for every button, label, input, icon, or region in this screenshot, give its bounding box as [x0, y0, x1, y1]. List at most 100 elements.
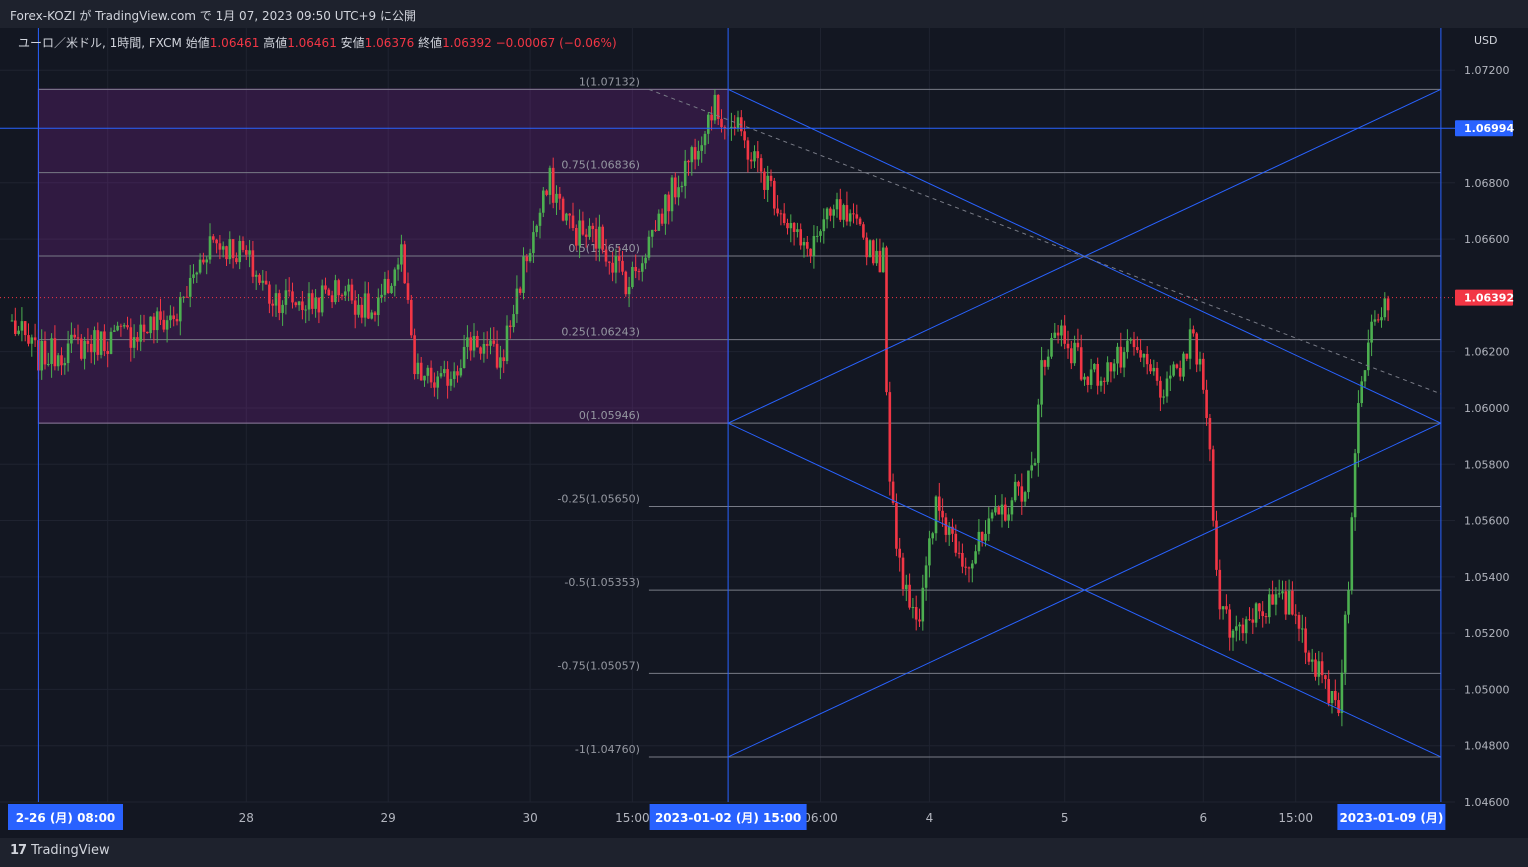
candle [472, 323, 476, 358]
candle-body [182, 296, 185, 298]
candle [1241, 617, 1245, 641]
fib-retracement[interactable]: 1(1.07132)0.75(1.06836)0.5(1.06540)0.25(… [37, 75, 1441, 758]
x-tick-label: 4 [926, 811, 934, 825]
y-tick-label: 1.05400 [1464, 571, 1510, 584]
candle [466, 325, 469, 360]
candle [485, 331, 489, 359]
candle [532, 220, 535, 263]
candle-body [1079, 347, 1083, 380]
candle-body [888, 392, 892, 482]
candle-body [568, 213, 571, 216]
symbol-label[interactable]: ユーロ／米ドル, 1時間, FXCM [18, 36, 182, 50]
candle [462, 334, 466, 369]
candle-body [159, 311, 162, 320]
candle-body [994, 507, 997, 513]
candle [179, 292, 182, 336]
publish-header: Forex-KOZI が TradingView.com で 1月 07, 20… [0, 0, 1528, 28]
y-tick-label: 1.06000 [1464, 402, 1510, 415]
candle-body [1314, 659, 1317, 677]
candle [1324, 674, 1327, 689]
candle-body [294, 302, 298, 306]
candle [502, 349, 505, 374]
candle [1129, 337, 1132, 344]
candle [40, 329, 43, 380]
candle-body [50, 338, 53, 364]
candle [971, 559, 974, 583]
tradingview-logo[interactable]: 17 TradingView [10, 843, 110, 858]
candle [756, 141, 760, 173]
candle-body [746, 140, 750, 160]
candle-body [548, 167, 552, 195]
candle-body [179, 296, 182, 322]
candle-body [142, 324, 146, 332]
candle-body [753, 151, 756, 162]
candle [334, 274, 337, 305]
candle-body [518, 288, 522, 293]
candle [152, 312, 156, 344]
candle [172, 306, 175, 327]
candle-body [291, 291, 294, 303]
candle [650, 229, 654, 248]
candle [429, 360, 433, 389]
y-tick-label: 1.07200 [1464, 64, 1510, 77]
candle [1056, 324, 1060, 344]
candle [93, 326, 96, 365]
candle [716, 94, 720, 126]
y-tick-label: 1.05600 [1464, 515, 1510, 528]
candle-body [106, 350, 109, 354]
candle [103, 324, 106, 357]
candle-body [693, 147, 697, 160]
candle [571, 202, 575, 231]
candle-body [954, 533, 958, 553]
candle [30, 334, 34, 357]
candle [377, 288, 380, 327]
candle [825, 207, 829, 229]
candle [268, 281, 271, 314]
trend-line [727, 88, 1442, 424]
candle [1334, 679, 1337, 707]
candle [1294, 604, 1297, 625]
candle-body [1178, 367, 1182, 377]
candle [235, 252, 238, 265]
candle-body [1235, 626, 1238, 631]
candle-body [822, 219, 826, 232]
candle-body [195, 272, 199, 275]
price-scale-bg[interactable] [1455, 28, 1528, 838]
candle [142, 314, 146, 343]
candle-body [80, 338, 83, 359]
candle [1066, 330, 1070, 359]
candle [403, 240, 406, 284]
candle-body [149, 316, 152, 334]
candle-body [479, 347, 482, 354]
candle [254, 270, 258, 290]
candle [459, 359, 463, 378]
candle-body [225, 246, 228, 260]
candle-body [730, 126, 733, 129]
candle [1126, 329, 1129, 359]
candle-body [1145, 353, 1149, 365]
candle-body [1139, 350, 1142, 358]
price-chart[interactable]: 1(1.07132)0.75(1.06836)0.5(1.06540)0.25(… [0, 28, 1528, 838]
trend-lines[interactable] [0, 28, 1455, 802]
candle-body [941, 510, 944, 518]
candle [1013, 474, 1017, 503]
candle-body [1301, 628, 1304, 630]
price-axis[interactable]: USD 1.07200 1.06800 1.06600 1.06200 1.06000 1.… [1455, 34, 1514, 809]
candle-body [1317, 661, 1321, 677]
candle [878, 238, 882, 273]
candle [881, 242, 885, 273]
candle-body [852, 213, 855, 215]
candle [1360, 376, 1363, 407]
chart-area[interactable]: 1(1.07132) 0.75(1.06836) 0.5(1.06540) 0.25(… [0, 28, 1528, 838]
candle-body [1347, 590, 1350, 615]
candle-body [1053, 332, 1057, 338]
candle-body [10, 320, 14, 322]
candle-body [895, 502, 898, 549]
candle [1142, 353, 1146, 368]
candle [1268, 588, 1271, 624]
candle-body [33, 337, 37, 341]
x-tick-label: 30 [522, 811, 537, 825]
candle-body [1360, 381, 1363, 404]
candle-body [931, 533, 934, 539]
